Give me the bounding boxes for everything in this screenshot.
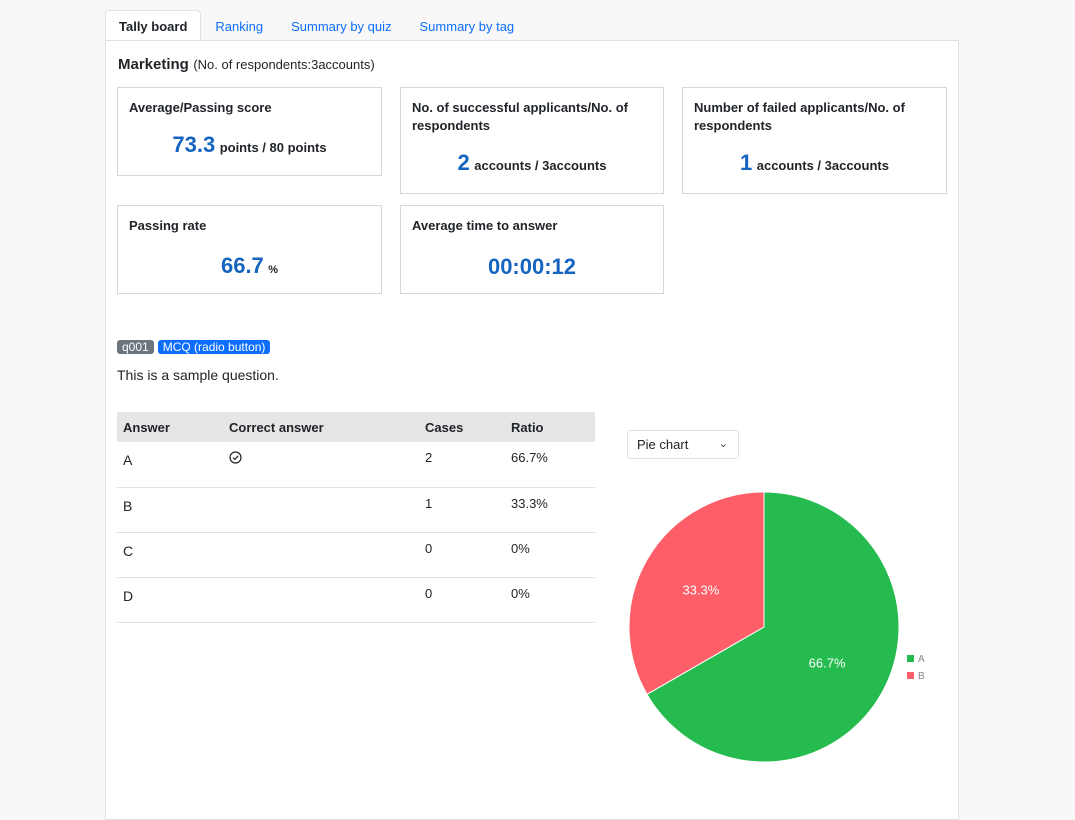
successful-count-unit: accounts / 3accounts bbox=[474, 158, 607, 173]
card-value: 66.7 % bbox=[118, 253, 381, 279]
tab-bar: Tally board Ranking Summary by quiz Summ… bbox=[105, 9, 528, 42]
cases-cell: 1 bbox=[419, 487, 505, 533]
ratio-cell: 0% bbox=[505, 532, 595, 578]
passing-rate-unit: % bbox=[268, 264, 279, 276]
card-title: Number of failed applicants/No. of respo… bbox=[694, 100, 905, 133]
cases-cell: 0 bbox=[419, 532, 505, 578]
question-text: This is a sample question. bbox=[117, 367, 279, 383]
ratio-cell: 33.3% bbox=[505, 487, 595, 533]
tally-panel: Marketing (No. of respondents:3accounts)… bbox=[105, 40, 959, 820]
card-title: No. of successful applicants/No. of resp… bbox=[412, 100, 628, 133]
chart-type-value: Pie chart bbox=[637, 437, 689, 452]
correct-answer-cell bbox=[223, 487, 419, 533]
answer-cell: A bbox=[117, 442, 223, 488]
department-name: Marketing bbox=[118, 56, 189, 73]
tab-summary-by-quiz[interactable]: Summary by quiz bbox=[291, 19, 392, 34]
table-row: C 0 0% bbox=[117, 532, 595, 578]
pie-slice-a bbox=[646, 491, 900, 763]
ratio-cell: 66.7% bbox=[505, 442, 595, 488]
card-value: 73.3 points / 80 points bbox=[118, 132, 381, 158]
average-score-value: 73.3 bbox=[172, 132, 216, 157]
correct-answer-cell bbox=[223, 442, 419, 488]
card-value: 1 accounts / 3accounts bbox=[683, 150, 946, 176]
failed-applicants-card: Number of failed applicants/No. of respo… bbox=[682, 87, 947, 194]
chart-type-select[interactable]: Pie chart ⌄ bbox=[627, 430, 739, 459]
column-header-cases: Cases bbox=[419, 412, 505, 442]
correct-answer-cell bbox=[223, 577, 419, 623]
column-header-correct-answer: Correct answer bbox=[223, 412, 419, 442]
average-score-card: Average/Passing score 73.3 points / 80 p… bbox=[117, 87, 382, 176]
successful-count-value: 2 bbox=[457, 150, 470, 175]
answer-cell: B bbox=[117, 487, 223, 533]
column-header-ratio: Ratio bbox=[505, 412, 595, 442]
average-time-value: 00:00:12 bbox=[487, 254, 577, 279]
table-row: B 1 33.3% bbox=[117, 487, 595, 533]
ratio-cell: 0% bbox=[505, 577, 595, 623]
table-header-row: Answer Correct answer Cases Ratio bbox=[117, 412, 595, 442]
correct-answer-cell bbox=[223, 532, 419, 578]
respondent-count: (No. of respondents:3accounts) bbox=[193, 57, 375, 72]
tab-summary-by-tag[interactable]: Summary by tag bbox=[419, 19, 515, 34]
check-circle-icon bbox=[229, 451, 242, 464]
card-title: Passing rate bbox=[129, 218, 207, 233]
average-score-unit: points / 80 points bbox=[219, 140, 327, 155]
answer-pie-chart: 66.7% 33.3% AB bbox=[628, 491, 925, 763]
chevron-down-icon: ⌄ bbox=[718, 438, 728, 450]
card-title: Average/Passing score bbox=[129, 100, 272, 115]
card-value: 2 accounts / 3accounts bbox=[401, 150, 663, 176]
question-id-badge: q001 bbox=[117, 340, 154, 354]
answer-cell: C bbox=[117, 532, 223, 578]
table-row: D 0 0% bbox=[117, 577, 595, 623]
card-value: 00:00:12 bbox=[401, 254, 663, 280]
legend-label-b: B bbox=[918, 671, 925, 682]
cases-cell: 0 bbox=[419, 577, 505, 623]
passing-rate-card: Passing rate 66.7 % bbox=[117, 205, 382, 294]
pie-slice-b bbox=[628, 491, 765, 695]
pie-data-label: 33.3% bbox=[682, 582, 719, 597]
page-title: Marketing (No. of respondents:3accounts) bbox=[118, 56, 375, 74]
failed-count-value: 1 bbox=[740, 150, 753, 175]
legend-label-a: A bbox=[918, 654, 925, 665]
cases-cell: 2 bbox=[419, 442, 505, 488]
tab-tally-board[interactable]: Tally board bbox=[105, 10, 202, 42]
question-badges: q001 MCQ (radio button) bbox=[117, 340, 271, 354]
pie-data-label: 66.7% bbox=[809, 656, 846, 671]
failed-count-unit: accounts / 3accounts bbox=[756, 158, 889, 173]
tab-ranking[interactable]: Ranking bbox=[215, 19, 264, 34]
column-header-answer: Answer bbox=[117, 412, 223, 442]
answer-cell: D bbox=[117, 577, 223, 623]
table-row: A 2 66.7% bbox=[117, 442, 595, 488]
legend-swatch-b bbox=[907, 672, 914, 679]
average-time-card: Average time to answer 00:00:12 bbox=[400, 205, 664, 294]
card-title: Average time to answer bbox=[412, 218, 558, 233]
legend-swatch-a bbox=[907, 655, 914, 662]
passing-rate-value: 66.7 bbox=[220, 253, 264, 278]
answer-table: Answer Correct answer Cases Ratio A 2 66… bbox=[117, 412, 595, 623]
question-type-badge: MCQ (radio button) bbox=[157, 340, 271, 354]
successful-applicants-card: No. of successful applicants/No. of resp… bbox=[400, 87, 664, 194]
